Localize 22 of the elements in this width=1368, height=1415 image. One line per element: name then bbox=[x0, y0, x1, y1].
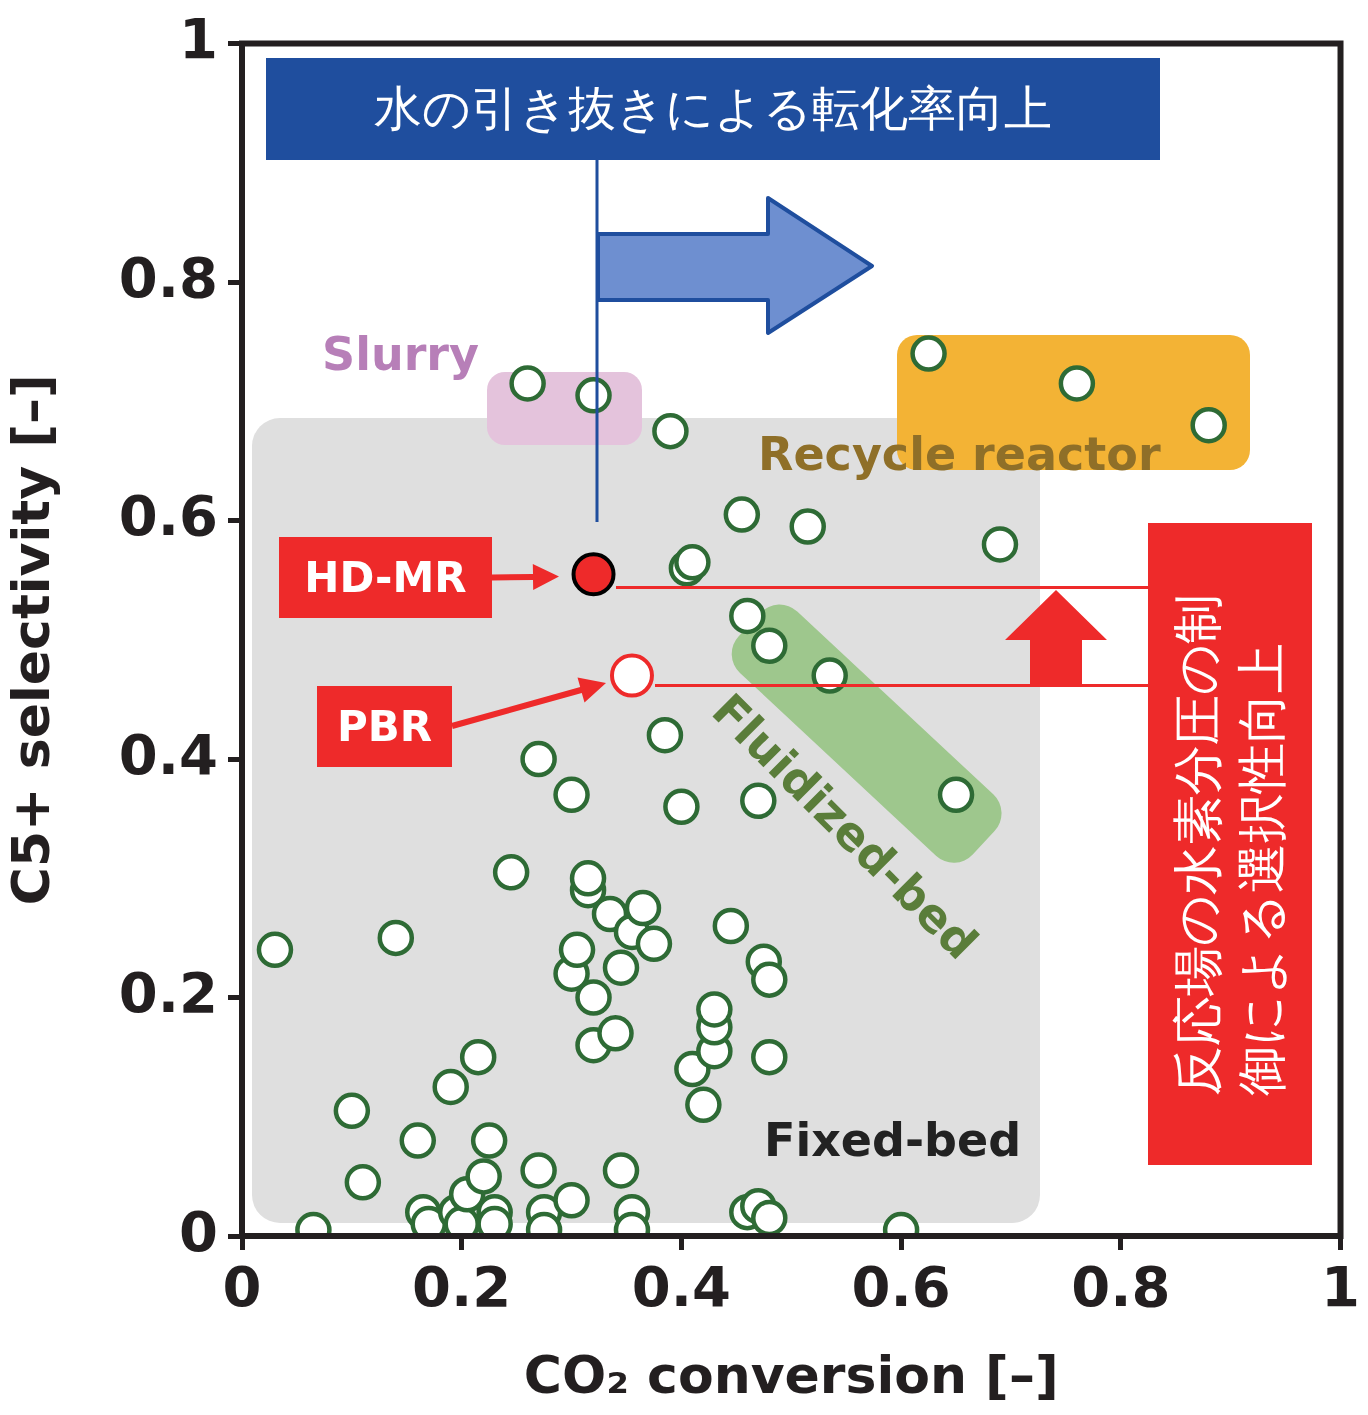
annotation: Fixed-bed bbox=[764, 1112, 1022, 1167]
x-axis-title: CO₂ conversion [–] bbox=[523, 1345, 1059, 1406]
x-tick-label: 0 bbox=[222, 1254, 262, 1320]
annotation: 反応場の水素分圧の制御による選択性向上 bbox=[1168, 593, 1292, 1096]
annotation: 水の引き抜きによる転化率向上 bbox=[374, 79, 1052, 138]
y-axis-title: C5+ selectivity [–] bbox=[0, 374, 61, 906]
annotation: HD-MR bbox=[304, 552, 467, 602]
callout-box: 水の引き抜きによる転化率向上 bbox=[266, 58, 1160, 160]
y-tick-label: 1 bbox=[179, 6, 218, 72]
annotation: Slurry bbox=[322, 326, 480, 381]
x-tick-label: 0.6 bbox=[851, 1254, 951, 1320]
x-tick-label: 1 bbox=[1321, 1254, 1360, 1320]
y-tick-label: 0 bbox=[179, 1198, 218, 1264]
y-tick-label: 0.4 bbox=[118, 721, 218, 787]
y-tick-label: 0.2 bbox=[118, 960, 218, 1026]
x-tick-label: 0.4 bbox=[631, 1254, 732, 1320]
callout-box: 反応場の水素分圧の制御による選択性向上 bbox=[1148, 523, 1312, 1165]
x-tick-label: 0.8 bbox=[1071, 1254, 1171, 1320]
annotation: PBR bbox=[336, 701, 433, 751]
y-tick-label: 0.8 bbox=[118, 244, 218, 310]
y-tick-label: 0.6 bbox=[118, 483, 218, 549]
x-tick-label: 0.2 bbox=[412, 1254, 512, 1320]
